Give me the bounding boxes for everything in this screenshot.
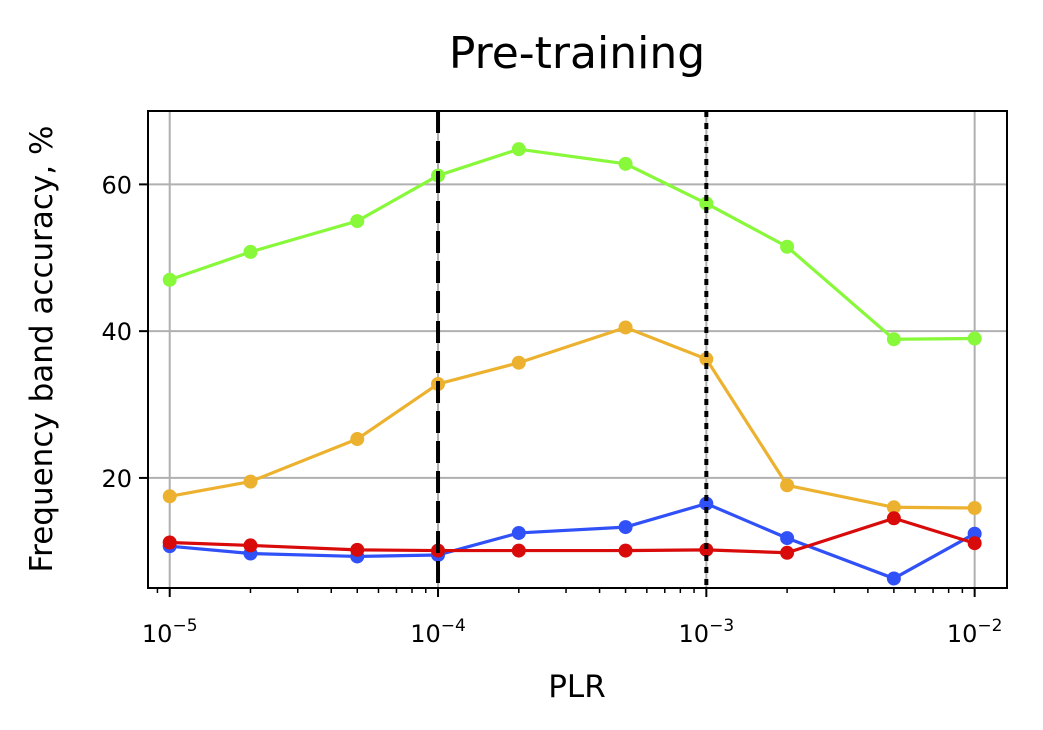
x-tick-label-3: 10−2: [947, 616, 1003, 648]
series-3-point-1: [243, 538, 258, 553]
series-0-point-9: [967, 331, 982, 346]
series-1-point-5: [618, 320, 633, 335]
series-1-point-7: [780, 478, 795, 493]
series-1-point-2: [350, 432, 365, 447]
plot-frame: [147, 110, 1008, 589]
y-tick-label-1: 40: [101, 318, 132, 346]
series-3-point-6: [699, 542, 714, 557]
series-1-point-8: [886, 500, 901, 515]
series-0-point-6: [699, 196, 714, 211]
series-1-point-9: [967, 501, 982, 516]
x-tick-label-2: 10−3: [679, 616, 735, 648]
x-tick-label-0: 10−5: [142, 616, 198, 648]
chart-title: Pre-training: [449, 28, 705, 79]
series-3-point-0: [162, 535, 177, 550]
series-3-point-7: [780, 545, 795, 560]
series-2-point-8: [886, 571, 901, 586]
series-0-point-0: [162, 272, 177, 287]
series-3-point-8: [886, 511, 901, 526]
series-2-point-5: [618, 520, 633, 535]
series-3-line: [169, 516, 976, 555]
series-0-point-2: [350, 214, 365, 229]
series-3-point-4: [511, 543, 526, 558]
y-axis-label: Frequency band accuracy, %: [24, 126, 60, 573]
y-tick-label-0: 20: [101, 465, 132, 493]
plot-area: 10−5 10−4 10−3 10−2 20 40 60: [101, 110, 1008, 648]
y-tick-label-2: 60: [101, 171, 132, 199]
series-3-point-2: [350, 542, 365, 557]
series-0-point-1: [243, 244, 258, 259]
series-2-point-6: [699, 496, 714, 511]
series-2-line: [169, 502, 976, 581]
series-1-line: [169, 325, 975, 510]
series-0-point-7: [780, 239, 795, 254]
series-2-point-4: [511, 525, 526, 540]
series-0-point-8: [886, 332, 901, 347]
series-0-point-4: [511, 142, 526, 157]
series-3-point-9: [967, 536, 982, 551]
series-1-point-6: [699, 352, 714, 367]
series-1-point-1: [243, 474, 258, 489]
series-2-point-7: [780, 531, 795, 546]
series-0-line: [169, 147, 975, 341]
x-axis-label: PLR: [548, 669, 606, 705]
series-1-point-4: [511, 355, 526, 370]
series-3-point-5: [618, 543, 633, 558]
series-1-point-0: [162, 489, 177, 504]
series-0-point-5: [618, 156, 633, 171]
x-tick-label-1: 10−4: [410, 616, 466, 648]
